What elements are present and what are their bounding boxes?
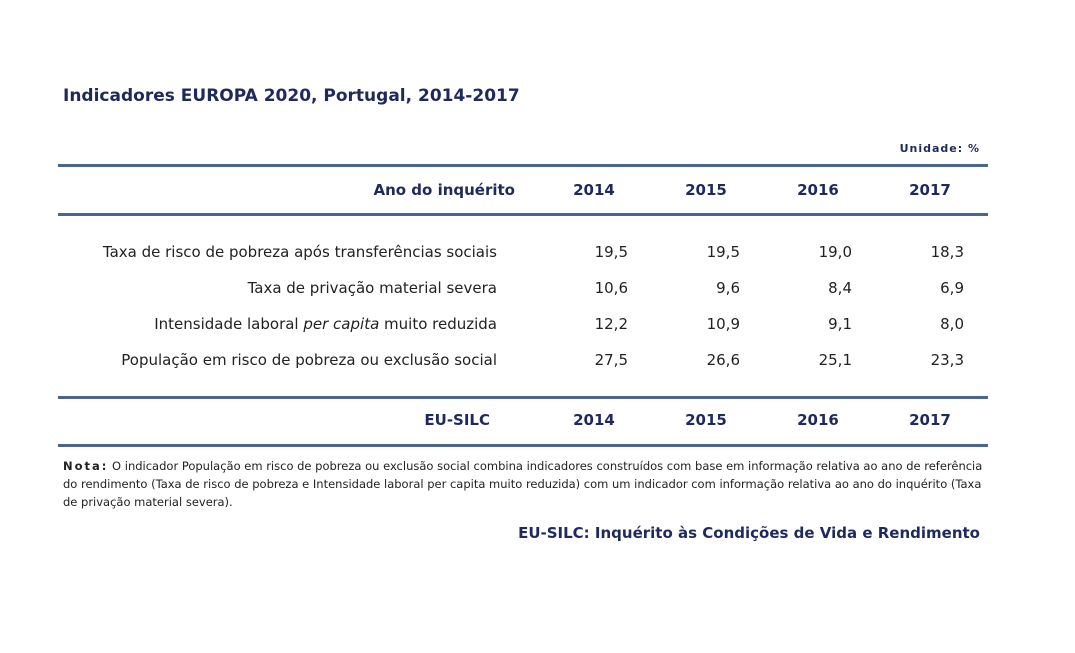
header-year: 2015 (685, 181, 727, 199)
header-year: 2017 (909, 181, 951, 199)
row-label: Intensidade laboral per capita muito red… (154, 317, 497, 332)
note-text: O indicador População em risco de pobrez… (63, 459, 983, 509)
cell-value: 8,4 (828, 279, 852, 297)
cell-value: 18,3 (930, 243, 964, 261)
cell-value: 10,9 (706, 315, 740, 333)
note-label: Nota: (63, 459, 109, 473)
label-part: Taxa de risco de pobreza após transferên… (102, 243, 497, 261)
note: Nota: O indicador População em risco de … (63, 457, 988, 511)
rule (58, 213, 988, 216)
footer-year: 2014 (573, 411, 615, 429)
label-part: Taxa de privação material severa (247, 279, 497, 297)
unit: Unidade: % (899, 142, 980, 155)
cell-value: 9,1 (828, 315, 852, 333)
cell-value: 23,3 (930, 351, 964, 369)
cell-value: 6,9 (940, 279, 964, 297)
cell-value: 19,5 (594, 243, 628, 261)
cell-value: 27,5 (594, 351, 628, 369)
header-year: 2014 (573, 181, 615, 199)
footer-year: 2017 (909, 411, 951, 429)
label-part: muito reduzida (379, 315, 497, 333)
footer-year: 2015 (685, 411, 727, 429)
cell-value: 25,1 (818, 351, 852, 369)
label-part: Intensidade laboral (154, 315, 304, 333)
title: Indicadores EUROPA 2020, Portugal, 2014-… (63, 86, 520, 106)
cell-value: 10,6 (594, 279, 628, 297)
row-label: População em risco de pobreza ou exclusã… (121, 353, 497, 368)
source: EU-SILC: Inquérito às Condições de Vida … (518, 524, 980, 542)
footer-label: EU-SILC (424, 411, 490, 429)
row-label: Taxa de privação material severa (248, 281, 497, 296)
rule (58, 444, 988, 447)
cell-value: 8,0 (940, 315, 964, 333)
rule (58, 164, 988, 167)
cell-value: 26,6 (706, 351, 740, 369)
rule (58, 396, 988, 399)
cell-value: 12,2 (594, 315, 628, 333)
cell-value: 9,6 (716, 279, 740, 297)
cell-value: 19,0 (818, 243, 852, 261)
header-label: Ano do inquérito (373, 181, 515, 199)
label-part: População em risco de pobreza ou exclusã… (121, 351, 497, 369)
label-part: per capita (303, 315, 380, 333)
row-label: Taxa de risco de pobreza após transferên… (103, 245, 497, 260)
cell-value: 19,5 (706, 243, 740, 261)
header-year: 2016 (797, 181, 839, 199)
footer-year: 2016 (797, 411, 839, 429)
